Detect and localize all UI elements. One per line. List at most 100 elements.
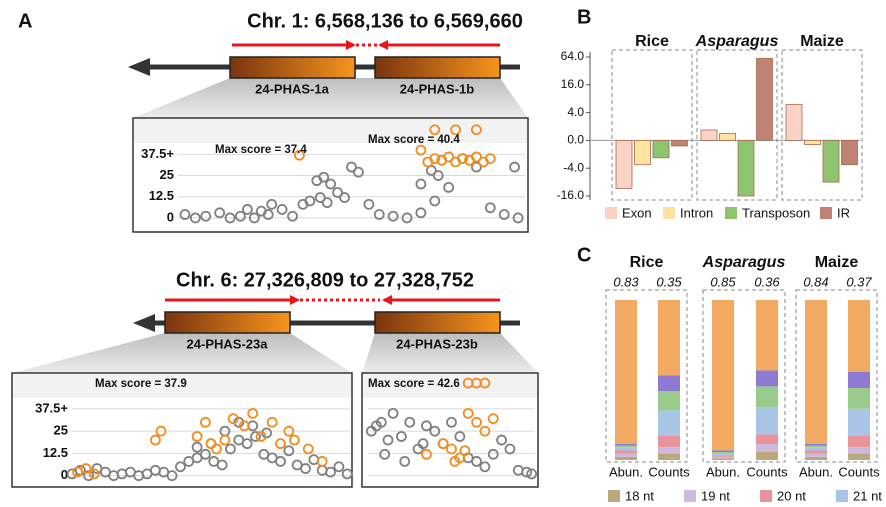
point	[484, 153, 496, 164]
y-tick-label: 37.5+	[35, 400, 68, 415]
annotation: Max score = 40.4	[368, 134, 460, 146]
bar	[700, 129, 718, 141]
point	[432, 170, 444, 181]
point	[314, 192, 326, 203]
point	[214, 207, 226, 219]
bar	[652, 139, 670, 159]
bar-segment	[848, 372, 870, 388]
point	[302, 443, 314, 455]
y-tick-label: -4.0	[563, 160, 584, 174]
point	[276, 204, 288, 215]
locus-title: Chr. 1: 6,568,136 to 6,569,660	[247, 10, 523, 32]
point	[487, 413, 499, 425]
point	[333, 461, 345, 473]
locus-title: Chr. 6: 27,326,809 to 27,328,752	[176, 269, 474, 291]
point	[415, 144, 427, 156]
group-label: Asparagus	[702, 254, 786, 271]
point	[247, 407, 259, 419]
point	[417, 438, 429, 450]
plot-shade	[363, 374, 537, 398]
bar	[841, 139, 858, 166]
point	[200, 210, 212, 222]
y-tick-label: 4.0	[567, 105, 584, 119]
point	[266, 198, 278, 210]
point	[509, 161, 520, 173]
point	[443, 151, 455, 163]
gene-label: 24-PHAS-23b	[396, 336, 478, 351]
bar-segment	[756, 407, 778, 435]
point	[200, 448, 211, 460]
y-tick-label: 25	[160, 167, 174, 182]
legend-label: Transposon	[742, 205, 810, 220]
point	[316, 456, 328, 467]
point	[211, 443, 222, 455]
point	[446, 443, 457, 455]
point	[471, 124, 482, 136]
point	[250, 431, 261, 442]
point	[339, 192, 350, 203]
annotation: Max score = 37.4	[215, 144, 307, 156]
point	[421, 420, 432, 432]
group-box	[795, 289, 878, 463]
y-tick-label: 16.0	[561, 77, 585, 91]
legend-label: Exon	[622, 205, 652, 220]
x-tick-label: Abun.	[609, 464, 643, 479]
bar-segment	[615, 445, 637, 448]
bar-segment	[756, 452, 778, 460]
bar-segment	[658, 300, 680, 376]
bar-segment	[805, 444, 827, 446]
bar-segment	[615, 453, 637, 457]
group-label: Maize	[815, 254, 859, 271]
bar-segment	[848, 436, 870, 448]
legend-swatch	[820, 207, 832, 219]
point	[235, 210, 246, 222]
point	[325, 466, 336, 478]
point	[479, 377, 491, 389]
point	[304, 195, 316, 207]
legend-label: 18 nt	[625, 488, 654, 503]
point	[200, 416, 211, 428]
bar-segment	[805, 453, 827, 457]
y-tick-label: 0	[61, 467, 68, 482]
point	[471, 161, 482, 173]
gene-label: 24-PHAS-23a	[187, 336, 269, 351]
point	[224, 212, 236, 224]
bar-segment	[848, 388, 870, 409]
point	[479, 425, 491, 437]
point	[449, 456, 461, 467]
point	[375, 416, 387, 428]
point	[446, 416, 457, 428]
group-box	[702, 289, 786, 463]
point	[155, 425, 167, 437]
y-tick-label: 12.5	[43, 445, 68, 460]
point	[275, 438, 286, 450]
bar	[822, 139, 840, 183]
ratio-label: 0.36	[754, 274, 780, 289]
point	[429, 124, 441, 136]
point	[404, 416, 416, 428]
point	[387, 210, 399, 222]
y-tick-label: 12.5	[149, 188, 174, 203]
point	[382, 434, 394, 446]
bar	[785, 104, 803, 141]
bar	[737, 139, 755, 197]
point	[479, 461, 491, 473]
y-tick-label: 37.5+	[141, 146, 174, 161]
legend-label: 20 nt	[777, 488, 806, 503]
point	[241, 438, 253, 450]
ratio-label: 0.84	[803, 274, 828, 289]
point	[421, 448, 432, 460]
bar-segment	[756, 386, 778, 408]
point	[512, 212, 524, 224]
legend-label: 21 nt	[853, 488, 882, 503]
bar-segment	[658, 436, 680, 448]
bar-segment	[712, 452, 734, 454]
point	[415, 178, 427, 190]
legend-swatch	[725, 207, 737, 219]
y-tick-label: 64.0	[561, 49, 585, 63]
legend-swatch	[836, 490, 848, 502]
point	[471, 456, 482, 467]
bar-segment	[615, 444, 637, 446]
point	[241, 204, 253, 215]
point	[300, 463, 311, 474]
